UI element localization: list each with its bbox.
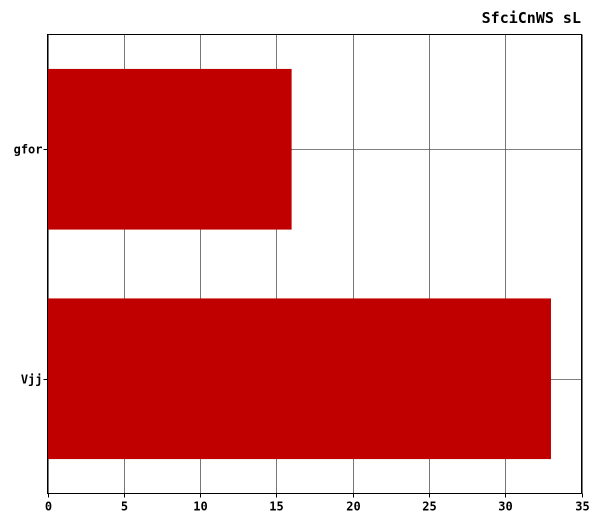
x-tick-label: 25 (422, 500, 436, 514)
x-tick-label: 10 (193, 500, 207, 514)
y-tick-label: Vjj (21, 373, 43, 387)
y-tick-label: gfor (14, 143, 43, 157)
x-tick-label: 5 (121, 500, 128, 514)
x-tick-label: 20 (346, 500, 360, 514)
bar-Vjj (48, 298, 551, 459)
bar-layer (48, 69, 551, 459)
x-tick-label: 0 (45, 500, 52, 514)
bar-gfor (48, 69, 292, 230)
x-tick-label: 30 (498, 500, 512, 514)
x-tick-label: 15 (269, 500, 283, 514)
x-tick-label: 35 (575, 500, 589, 514)
